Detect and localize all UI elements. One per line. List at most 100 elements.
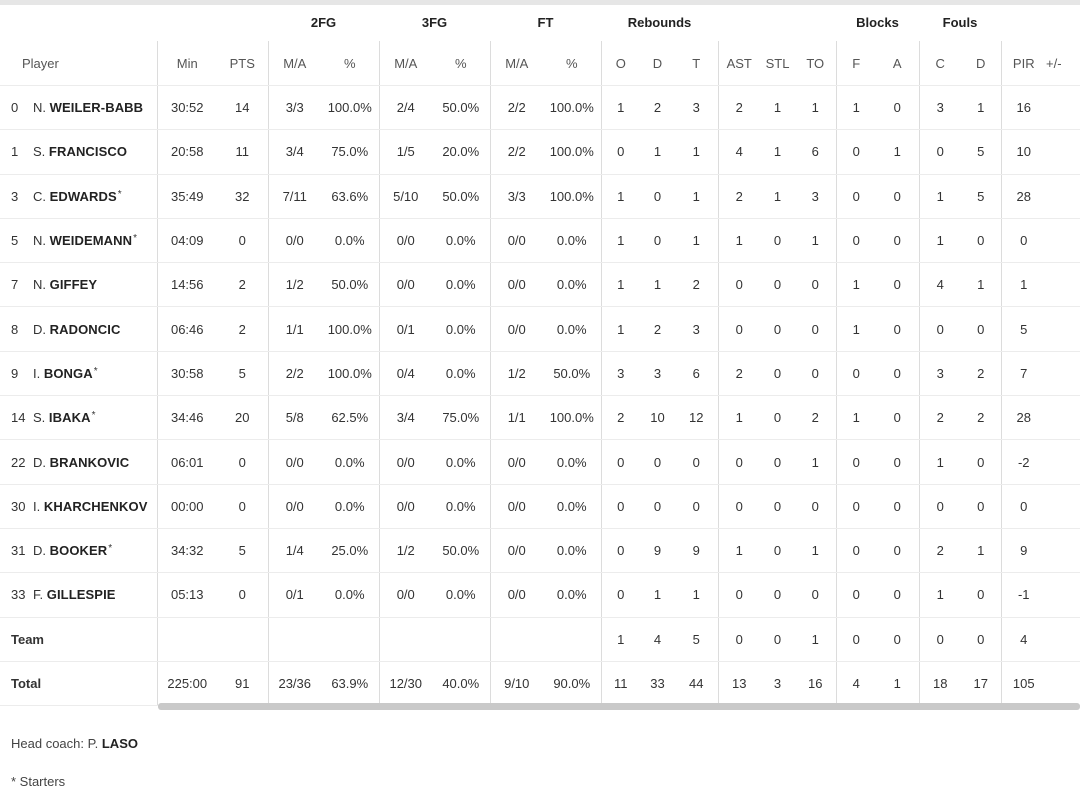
header-to[interactable]: TO xyxy=(795,41,836,86)
stat-foul-d: 1 xyxy=(961,262,1001,308)
stat-2fg-ma: 7/11 xyxy=(267,174,321,219)
player-cell[interactable]: 9 I. BONGA* xyxy=(0,351,157,397)
stat-pts: 0 xyxy=(217,484,268,529)
header-ft-pct[interactable]: % xyxy=(543,41,601,86)
stat-foul-c: 1 xyxy=(918,439,961,485)
table-row: 8 D. RADONCIC 06:46 2 1/1 100.0% 0/1 0.0% 0/0 0.0… xyxy=(0,306,1080,352)
header-plus-minus[interactable]: +/- xyxy=(1046,41,1080,86)
header-reb-o[interactable]: O xyxy=(600,41,640,86)
stat-ast: 1 xyxy=(717,528,760,574)
player-name[interactable]: FRANCISCO xyxy=(48,144,128,160)
player-cell[interactable]: 31 D. BOOKER* xyxy=(0,528,157,574)
stat-ft-pct: 100.0% xyxy=(543,174,601,219)
stat-ast: 2 xyxy=(717,85,760,131)
player-cell[interactable]: 5 N. WEIDEMANN* xyxy=(0,218,157,264)
header-blk-a[interactable]: A xyxy=(876,41,919,86)
top-divider xyxy=(0,0,1080,5)
player-cell[interactable]: 1 S. FRANCISCO xyxy=(0,129,157,175)
header-reb-d[interactable]: D xyxy=(640,41,675,86)
stat-foul-c: 2 xyxy=(918,528,961,574)
stat-ft-ma: 3/3 xyxy=(489,174,543,219)
stat-3fg-ma: 3/4 xyxy=(378,395,432,441)
header-player[interactable]: Player xyxy=(0,41,157,86)
stat-pir: 9 xyxy=(1000,528,1046,574)
stat-blk-f: 0 xyxy=(835,351,876,397)
group-rebounds: Rebounds xyxy=(627,15,692,30)
stat-reb-t: 2 xyxy=(675,262,718,308)
stat-ft-ma: 0/0 xyxy=(489,439,543,485)
player-name[interactable]: WEIDEMANN xyxy=(49,233,133,249)
player-cell[interactable]: 7 N. GIFFEY xyxy=(0,262,157,308)
player-cell[interactable]: 22 D. BRANKOVIC xyxy=(0,439,157,485)
player-cell[interactable]: 8 D. RADONCIC xyxy=(0,306,157,352)
stat-reb-o: 0 xyxy=(600,484,640,529)
stat-ast: 13 xyxy=(717,661,760,707)
player-name[interactable]: WEILER-BABB xyxy=(49,100,144,116)
player-cell[interactable]: 30 I. KHARCHENKOV xyxy=(0,484,157,529)
stat-foul-c: 1 xyxy=(918,572,961,618)
stat-reb-d: 0 xyxy=(640,218,675,264)
stat-2fg-pct xyxy=(321,617,379,662)
stat-ft-ma: 2/2 xyxy=(489,129,543,175)
stat-2fg-pct: 62.5% xyxy=(321,395,379,441)
stat-min: 04:09 xyxy=(156,218,217,264)
player-name[interactable]: BONGA xyxy=(43,365,93,381)
stat-foul-d: 17 xyxy=(961,661,1001,707)
stat-pir: -1 xyxy=(1000,572,1046,618)
starter-mark: * xyxy=(108,543,113,555)
stat-min: 06:46 xyxy=(156,306,217,352)
header-3fg-ma[interactable]: M/A xyxy=(378,41,432,86)
player-first-initial: N. xyxy=(33,277,46,293)
stat-3fg-pct: 75.0% xyxy=(432,395,490,441)
stat-pir: 4 xyxy=(1000,617,1046,662)
player-name[interactable]: KHARCHENKOV xyxy=(43,498,148,514)
horizontal-scrollbar[interactable] xyxy=(158,703,1080,710)
stat-ft-ma: 0/0 xyxy=(489,572,543,618)
player-name[interactable]: RADONCIC xyxy=(49,321,121,337)
player-name[interactable]: IBAKA xyxy=(48,410,91,426)
player-cell[interactable]: 14 S. IBAKA* xyxy=(0,395,157,441)
stat-to: 0 xyxy=(795,262,836,308)
header-ft-ma[interactable]: M/A xyxy=(489,41,543,86)
player-first-initial: D. xyxy=(33,321,46,337)
stat-2fg-ma: 3/4 xyxy=(267,129,321,175)
player-cell[interactable]: 0 N. WEILER-BABB xyxy=(0,85,157,131)
stat-blk-f: 0 xyxy=(835,528,876,574)
player-cell[interactable]: 3 C. EDWARDS* xyxy=(0,174,157,219)
header-min[interactable]: Min xyxy=(156,41,217,86)
header-pts[interactable]: PTS xyxy=(217,41,268,86)
player-name[interactable]: BRANKOVIC xyxy=(49,454,130,470)
stat-stl: 3 xyxy=(760,661,795,707)
stat-3fg-ma xyxy=(378,617,432,662)
stat-3fg-ma: 0/4 xyxy=(378,351,432,397)
header-foul-c[interactable]: C xyxy=(918,41,961,86)
header-blk-f[interactable]: F xyxy=(835,41,876,86)
stat-3fg-pct: 50.0% xyxy=(432,85,490,131)
header-pir[interactable]: PIR xyxy=(1000,41,1046,86)
header-foul-d[interactable]: D xyxy=(961,41,1001,86)
header-3fg-pct[interactable]: % xyxy=(432,41,490,86)
stat-to: 0 xyxy=(795,484,836,529)
stat-ft-pct: 100.0% xyxy=(543,395,601,441)
player-name[interactable]: GILLESPIE xyxy=(46,587,116,603)
player-name[interactable]: BOOKER xyxy=(49,543,108,559)
stat-3fg-pct: 0.0% xyxy=(432,262,490,308)
header-ast[interactable]: AST xyxy=(717,41,760,86)
header-reb-t[interactable]: T xyxy=(675,41,718,86)
stat-foul-d: 5 xyxy=(961,174,1001,219)
stat-3fg-pct: 0.0% xyxy=(432,351,490,397)
stat-ft-pct: 100.0% xyxy=(543,129,601,175)
player-name[interactable]: EDWARDS xyxy=(49,188,117,204)
header-2fg-pct[interactable]: % xyxy=(321,41,379,86)
player-cell[interactable]: 33 F. GILLESPIE xyxy=(0,572,157,618)
stat-plus-minus xyxy=(1046,484,1080,529)
player-name[interactable]: GIFFEY xyxy=(49,277,98,293)
stat-reb-o: 0 xyxy=(600,572,640,618)
table-row: 9 I. BONGA* 30:58 5 2/2 100.0% 0/4 0.0% 1/2 50.0%… xyxy=(0,351,1080,397)
player-number: 8 xyxy=(11,321,19,337)
header-2fg-ma[interactable]: M/A xyxy=(267,41,321,86)
stat-pts: 5 xyxy=(217,528,268,574)
stat-ast: 0 xyxy=(717,617,760,662)
stat-foul-c: 3 xyxy=(918,85,961,131)
header-stl[interactable]: STL xyxy=(760,41,795,86)
